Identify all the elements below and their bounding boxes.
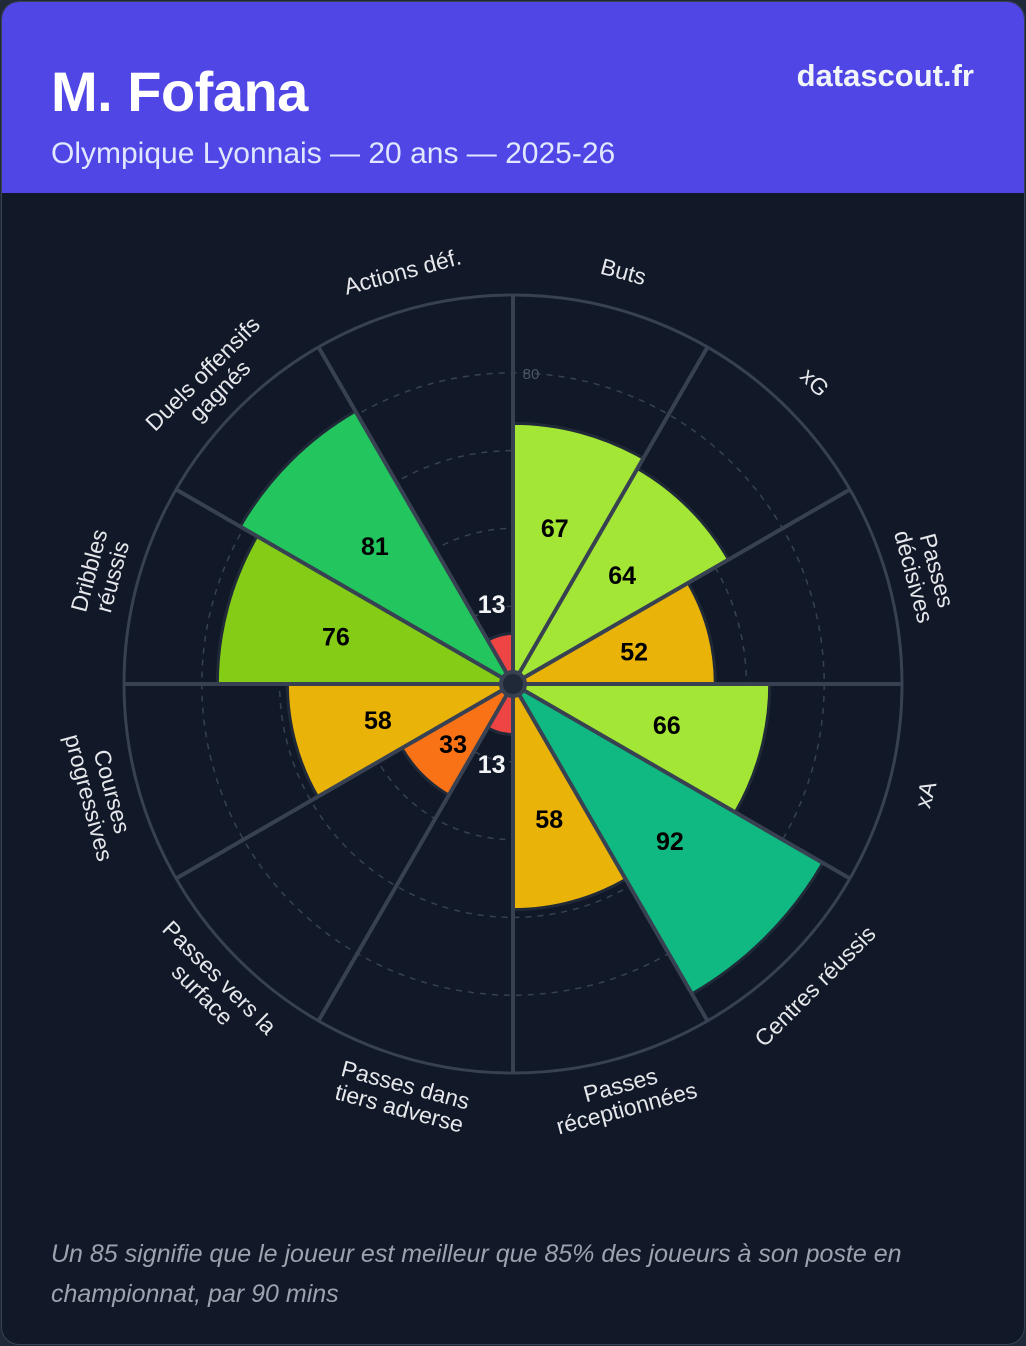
chart-slice[interactable]	[507, 682, 772, 815]
slice-value: 64	[608, 562, 636, 590]
slice-value: 13	[478, 751, 506, 779]
category-label-line: Buts	[598, 253, 649, 290]
spoke	[511, 346, 710, 686]
slice-value: 33	[439, 731, 467, 759]
brand-link[interactable]: datascout.fr	[796, 58, 974, 93]
spoke	[512, 682, 851, 881]
chart-slice[interactable]	[508, 679, 825, 996]
slice-value: 76	[322, 624, 350, 652]
chart-slices	[215, 409, 825, 996]
spoke	[316, 346, 515, 686]
category-label-line: Centres réussis	[749, 920, 880, 1051]
slice-value: 81	[361, 533, 389, 561]
slice-value: 58	[364, 707, 392, 735]
footer-note: Un 85 signifie que le joueur est meilleu…	[51, 1240, 902, 1308]
chart-spokes	[124, 295, 902, 1073]
slice-value: 92	[656, 828, 684, 856]
slice-value: 58	[535, 806, 563, 834]
chart-slice[interactable]	[511, 678, 628, 912]
chart-slice[interactable]	[508, 466, 731, 689]
chart-slice[interactable]	[215, 534, 519, 686]
slice-value: 67	[541, 515, 569, 543]
spoke	[175, 682, 515, 881]
card-header: M. Fofana Olympique Lyonnais — 20 ans — …	[2, 2, 1024, 193]
ring-label: 80	[523, 366, 540, 383]
slice-value: 66	[653, 712, 681, 740]
spoke	[175, 487, 515, 686]
category-label: xG	[795, 362, 834, 401]
category-label: Actions déf.	[341, 243, 464, 299]
spoke	[512, 487, 851, 686]
player-name: M. Fofana	[51, 60, 308, 123]
chart-value-labels: 67 64 52 66 92 58 13 33 58 76 81 13	[322, 515, 684, 856]
category-label: Buts	[598, 253, 649, 290]
category-label: xA	[909, 778, 941, 811]
category-label-line: Actions déf.	[341, 243, 464, 299]
chart-slice[interactable]	[238, 409, 518, 689]
center-hub	[499, 670, 527, 698]
category-label: Centres réussis	[749, 920, 880, 1051]
chart-slice[interactable]	[285, 682, 519, 799]
category-label-line: xA	[909, 778, 941, 811]
slice-value: 13	[478, 591, 506, 619]
slice-value: 52	[620, 639, 648, 667]
player-subtitle: Olympique Lyonnais — 20 ans — 2025-26	[51, 137, 616, 170]
spoke	[316, 683, 515, 1022]
category-label-line: xG	[795, 362, 834, 401]
spoke	[511, 683, 710, 1022]
chart-slice[interactable]	[511, 421, 646, 690]
chart-slice[interactable]	[507, 580, 717, 686]
